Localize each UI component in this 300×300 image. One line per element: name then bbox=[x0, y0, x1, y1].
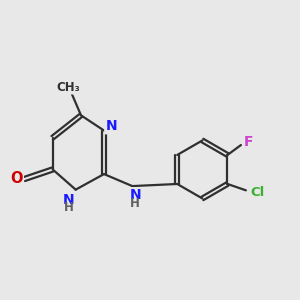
Text: O: O bbox=[11, 171, 23, 186]
Text: H: H bbox=[64, 201, 74, 214]
Text: N: N bbox=[63, 193, 74, 206]
Text: Cl: Cl bbox=[250, 186, 264, 199]
Text: N: N bbox=[129, 188, 141, 202]
Text: CH₃: CH₃ bbox=[57, 80, 80, 94]
Text: F: F bbox=[244, 134, 254, 148]
Text: H: H bbox=[130, 197, 140, 210]
Text: N: N bbox=[105, 119, 117, 133]
